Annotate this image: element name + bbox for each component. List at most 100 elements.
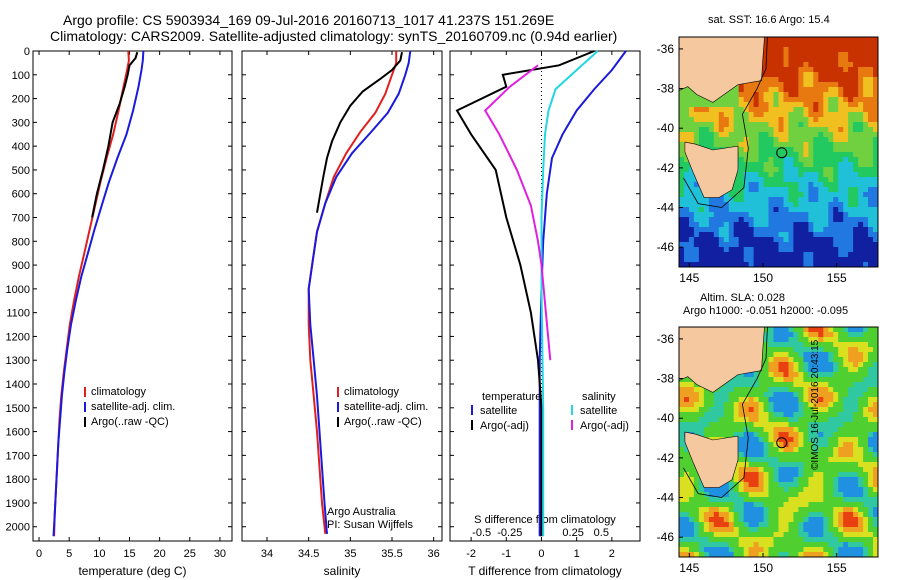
map-cell [728,422,735,428]
map-cell [689,132,695,138]
map-cell [848,102,854,108]
map-cell [733,262,740,268]
map-cell [708,197,715,203]
map-cell [848,47,854,53]
map-cell [853,177,859,183]
map-cell [753,397,760,403]
map-cell [828,537,834,543]
map-cell [873,397,879,403]
map-cell [818,477,824,483]
map-cell [803,112,809,118]
map-cell [763,37,770,43]
map-cell [728,252,735,258]
map-cell [858,327,864,333]
map-cell [758,97,765,103]
map-cell [798,182,804,188]
map-cell [738,142,745,148]
map-cell [778,47,784,53]
map-cell [843,497,849,503]
map-cell [763,532,770,538]
map-cell [743,232,750,238]
map-cell [848,202,854,208]
map-cell [863,447,869,453]
map-cell [848,107,854,113]
map-cell [788,442,794,448]
shelf-contour [683,326,768,498]
sla_map-map [678,326,879,558]
map-cell [763,252,770,258]
map-cell [818,522,824,528]
map-cell [873,372,879,378]
map-cell [773,72,779,78]
map-cell [748,177,755,183]
map-cell [793,42,799,48]
map-cell [793,387,799,393]
map-cell [848,207,854,213]
map-cell [818,427,824,433]
map-cell [763,492,770,498]
argo-location-marker [776,147,788,159]
depth-tick-label: 300 [12,117,30,129]
map-cell [788,497,794,503]
map-cell [778,377,784,383]
map-cell [753,537,760,543]
depth-tick-label: 700 [12,213,30,225]
map-cell [783,132,789,138]
map-cell [833,207,839,213]
map-cell [868,42,874,48]
map-cell [823,247,829,253]
map-cell [868,112,874,118]
map-cell [753,427,760,433]
map-cell [833,367,839,373]
map-cell [803,37,809,43]
map-cell [753,137,760,143]
map-cell [798,97,804,103]
map-cell [778,147,784,153]
map-cell [768,87,774,93]
map-cell [773,347,779,353]
map-cell [793,437,799,443]
map-cell [723,242,730,248]
map-cell [788,427,794,433]
map-cell [868,442,874,448]
map-cell [693,187,700,193]
map-cell [748,162,755,168]
map-cell [758,242,765,248]
tasmania-shape [684,431,739,488]
map-cell [828,177,834,183]
map-cell [808,177,814,183]
map-cell [778,152,784,158]
map-cell [838,352,844,358]
map-cell [718,402,725,408]
map-cell [713,487,720,493]
map-cell [768,67,774,73]
map-cell [823,137,829,143]
map-cell [793,372,799,378]
difference-xtick-label: -1 [501,548,511,560]
depth-tick-label: 600 [12,189,30,201]
map-cell [738,207,745,213]
map-cell [803,402,809,408]
map-cell [788,352,794,358]
map-cell [818,217,824,223]
map-cell [813,77,819,83]
map-cell [783,507,789,513]
map-cell [733,107,740,113]
map-cell [858,412,864,418]
map-cell [828,547,834,553]
map-cell [738,462,745,468]
map-cell [698,227,705,233]
map-cell [823,472,829,478]
map-cell [868,532,874,538]
map-cell [738,507,745,513]
map-cell [793,377,799,383]
map-cell [848,407,854,413]
map-cell [783,157,789,163]
map-cell [773,362,779,368]
map-cell [738,127,745,133]
map-cell [793,147,799,153]
map-cell [863,137,869,143]
map-cell [863,372,869,378]
map-cell [863,437,869,443]
map-cell [808,362,814,368]
